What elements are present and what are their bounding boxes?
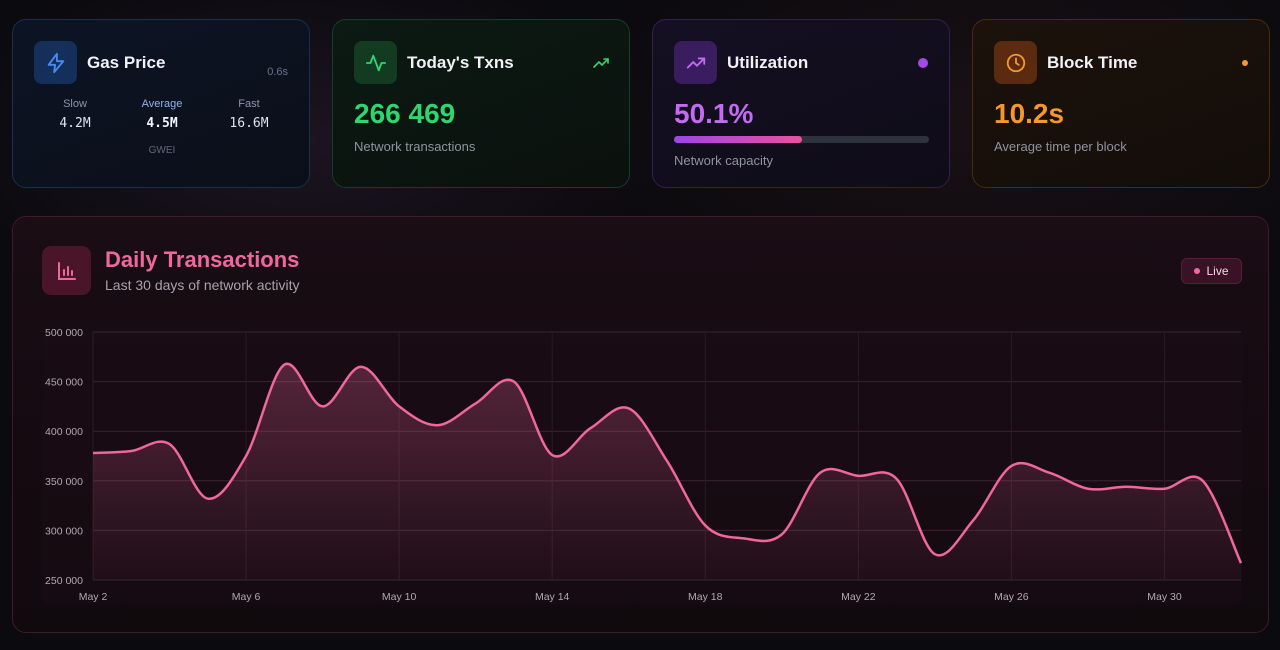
data-point: [1010, 465, 1012, 467]
y-tick-label: 500 000: [45, 327, 83, 339]
y-tick-label: 250 000: [45, 575, 83, 587]
data-point: [245, 455, 247, 457]
utilization-title: Utilization: [727, 53, 809, 72]
todays-txns-subtitle: Network transactions: [354, 139, 476, 154]
trending-up-icon: [593, 56, 609, 74]
utilization-progress-bar: [674, 136, 929, 143]
status-dot: [1242, 60, 1248, 66]
gas-tier-average: Average 4.5M: [122, 98, 202, 131]
gas-average-label: Average: [141, 98, 183, 110]
gas-slow-label: Slow: [63, 98, 87, 110]
y-tick-label: 450 000: [45, 377, 83, 389]
data-point: [589, 427, 591, 429]
panel-title: Daily Transactions: [105, 247, 300, 272]
gas-average-value: 4.5M: [146, 116, 178, 131]
data-point: [1087, 488, 1089, 490]
data-point: [92, 452, 94, 454]
utilization-progress-fill: [674, 136, 802, 143]
data-point: [781, 533, 783, 535]
gas-slow-value: 4.2M: [59, 116, 91, 131]
bar-chart-icon: [42, 246, 91, 295]
data-point: [360, 366, 362, 368]
gas-updated-time: 0.6s: [267, 66, 288, 78]
data-point: [436, 424, 438, 426]
gas-unit: GWEI: [148, 145, 176, 156]
data-point: [1202, 480, 1204, 482]
data-point: [857, 475, 859, 477]
data-point: [207, 497, 209, 499]
todays-txns-card[interactable]: Today's Txns 266 469 Network transaction…: [332, 19, 630, 188]
series-line: [92, 362, 1243, 564]
data-point: [895, 478, 897, 480]
data-point: [474, 402, 476, 404]
panel-subtitle: Last 30 days of network activity: [105, 277, 300, 293]
live-label: Live: [1206, 264, 1229, 278]
data-point: [1240, 562, 1242, 564]
gas-fast-label: Fast: [238, 98, 260, 110]
data-point: [1125, 486, 1127, 488]
utilization-card[interactable]: Utilization 50.1% Network capacity: [652, 19, 950, 188]
gas-tier-fast: Fast 16.6M: [209, 98, 289, 131]
data-point: [1163, 488, 1165, 490]
live-dot-icon: [1194, 268, 1201, 274]
gas-price-card[interactable]: Gas Price 0.6s Slow 4.2M Average 4.5M Fa…: [12, 19, 310, 188]
x-tick-label: May 6: [232, 591, 261, 603]
data-point: [321, 405, 323, 407]
status-dot: [918, 58, 928, 68]
todays-txns-value: 266 469: [354, 98, 456, 129]
x-tick-label: May 14: [535, 591, 570, 603]
utilization-value: 50.1%: [674, 98, 754, 129]
daily-transactions-panel: Daily Transactions Last 30 days of netwo…: [12, 216, 1269, 633]
series-area-fill: [93, 363, 1241, 580]
data-point: [666, 460, 668, 462]
y-tick-label: 300 000: [45, 525, 83, 537]
data-point: [972, 519, 974, 521]
block-time-title: Block Time: [1047, 53, 1138, 72]
live-badge[interactable]: Live: [1181, 258, 1242, 284]
data-point: [513, 380, 515, 382]
data-point: [168, 443, 170, 445]
data-point: [742, 537, 744, 539]
trending-up-icon: [674, 41, 717, 84]
y-tick-label: 400 000: [45, 426, 83, 438]
block-time-card[interactable]: Block Time 10.2s Average time per block: [972, 19, 1270, 188]
data-point: [283, 364, 285, 366]
data-point: [551, 454, 553, 456]
daily-transactions-chart[interactable]: 250 000 300 000 350 000 400 000 450 000 500 0…: [13, 217, 1269, 633]
gas-fast-value: 16.6M: [229, 116, 269, 131]
x-tick-label: May 30: [1147, 591, 1182, 603]
data-point: [934, 553, 936, 555]
data-point: [819, 472, 821, 474]
y-tick-label: 350 000: [45, 476, 83, 488]
data-point: [1048, 472, 1050, 474]
block-time-value: 10.2s: [994, 98, 1065, 129]
todays-txns-title: Today's Txns: [407, 53, 514, 72]
data-point: [130, 450, 132, 452]
gas-tier-slow: Slow 4.2M: [35, 98, 115, 131]
data-point: [398, 405, 400, 407]
x-tick-label: May 22: [841, 591, 876, 603]
data-point: [628, 407, 630, 409]
clock-icon: [994, 41, 1037, 84]
block-time-subtitle: Average time per block: [994, 139, 1127, 154]
x-tick-label: May 26: [994, 591, 1029, 603]
gas-price-title: Gas Price: [87, 53, 166, 72]
gas-price-tiers: Slow 4.2M Average 4.5M Fast 16.6M: [13, 98, 309, 138]
x-tick-label: May 10: [382, 591, 417, 603]
lightning-icon: [34, 41, 77, 84]
activity-icon: [354, 41, 397, 84]
x-tick-label: May 2: [79, 591, 108, 603]
data-point: [704, 524, 706, 526]
x-tick-label: May 18: [688, 591, 723, 603]
utilization-subtitle: Network capacity: [674, 153, 773, 168]
